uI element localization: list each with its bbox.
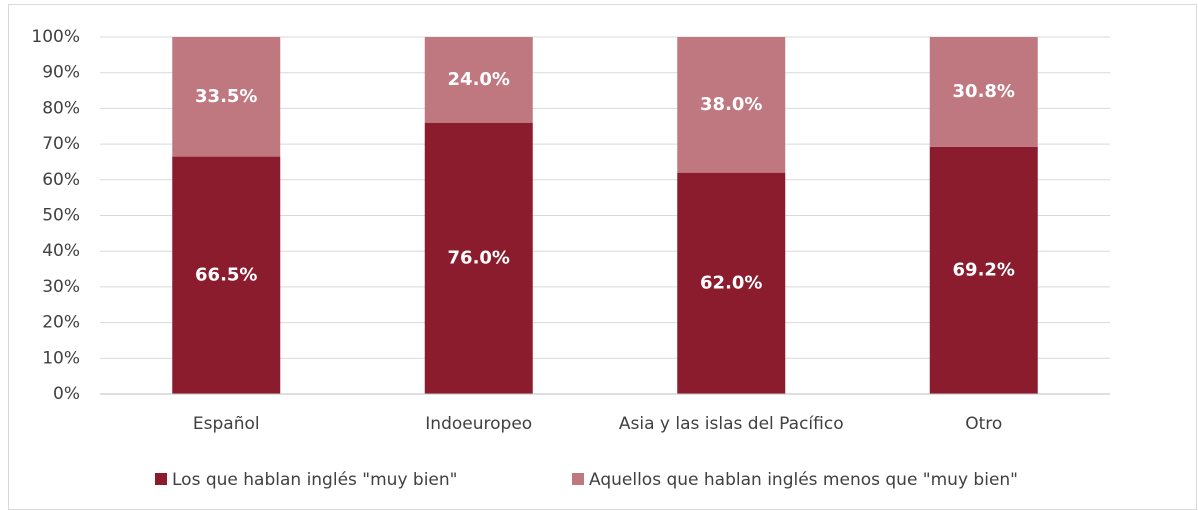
- data-label: 38.0%: [700, 94, 762, 115]
- data-label: 33.5%: [195, 86, 257, 107]
- y-tick-label: 70%: [42, 134, 80, 154]
- bar-segment: [677, 37, 786, 173]
- y-tick-label: 60%: [42, 170, 80, 190]
- y-tick-label: 30%: [42, 277, 80, 297]
- bar-segment: [929, 146, 1038, 394]
- bar-segment: [424, 37, 533, 123]
- data-label: 30.8%: [953, 81, 1015, 102]
- y-tick-label: 10%: [42, 348, 80, 368]
- y-tick-label: 100%: [31, 27, 80, 47]
- bar-segment: [677, 172, 786, 394]
- data-label: 69.2%: [953, 259, 1015, 280]
- bar-segment: [172, 37, 281, 157]
- y-tick-label: 80%: [42, 98, 80, 118]
- data-label: 66.5%: [195, 264, 257, 285]
- data-label: 76.0%: [448, 247, 510, 268]
- legend-label: Los que hablan inglés "muy bien": [172, 470, 457, 490]
- legend-label: Aquellos que hablan inglés menos que "mu…: [589, 470, 1018, 490]
- legend-swatch: [155, 473, 167, 485]
- bar-segment: [929, 37, 1038, 147]
- data-label: 62.0%: [700, 272, 762, 293]
- y-tick-label: 40%: [42, 241, 80, 261]
- y-tick-label: 0%: [53, 384, 80, 404]
- y-tick-label: 20%: [42, 313, 80, 333]
- y-tick-label: 50%: [42, 206, 80, 226]
- legend-swatch: [572, 473, 584, 485]
- bar-segment: [424, 122, 533, 395]
- x-tick-label: Indoeuropeo: [425, 414, 532, 434]
- x-tick-label: Otro: [965, 414, 1002, 434]
- data-label: 24.0%: [448, 69, 510, 90]
- x-tick-label: Español: [193, 414, 260, 434]
- bar-segment: [172, 156, 281, 394]
- y-tick-label: 90%: [42, 63, 80, 83]
- x-tick-label: Asia y las islas del Pacífico: [619, 414, 844, 434]
